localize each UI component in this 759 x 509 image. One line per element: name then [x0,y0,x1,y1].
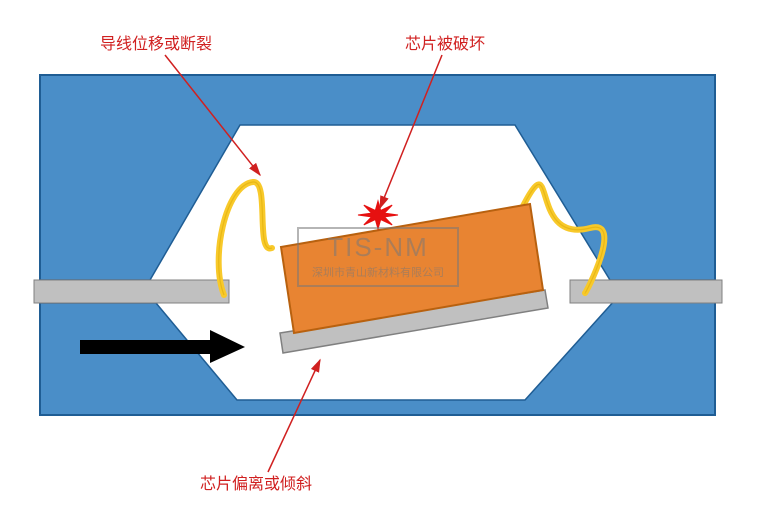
diagram-svg: TIS-NM 深圳市青山新材料有限公司 [0,0,759,509]
watermark-line1: TIS-NM [327,232,429,262]
label-chip-tilt: 芯片偏离或倾斜 [200,470,312,494]
label-wire-shift: 导线位移或断裂 [100,30,212,54]
watermark-line2: 深圳市青山新材料有限公司 [312,265,444,279]
diagram-canvas: TIS-NM 深圳市青山新材料有限公司 导线位移或断裂 芯片被破坏 芯片偏离或倾斜 [0,0,759,509]
label-chip-damage: 芯片被破坏 [405,30,485,54]
lead-left [34,280,229,303]
damage-burst-icon [358,201,398,229]
